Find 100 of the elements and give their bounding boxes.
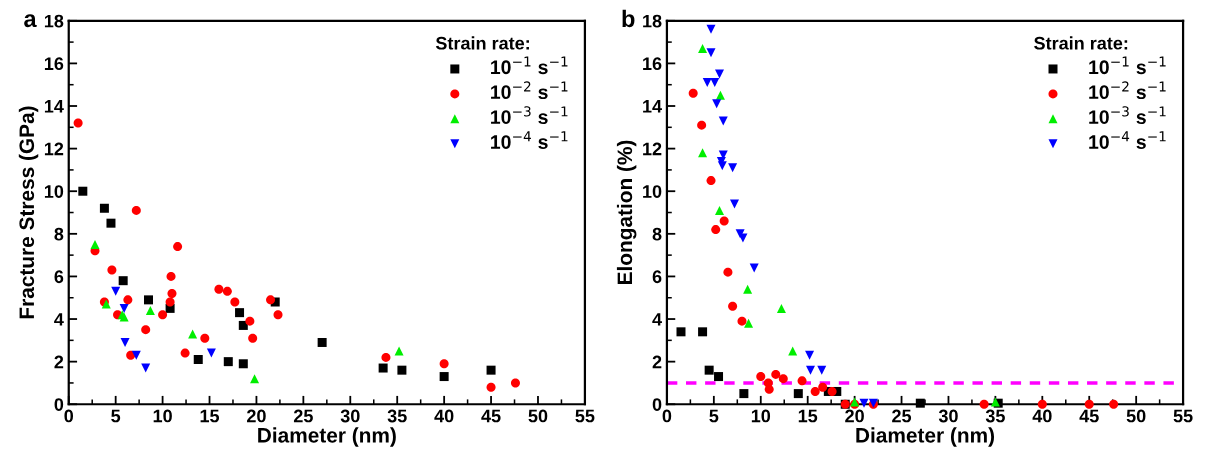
y-tick-label: 10 — [44, 185, 64, 198]
point — [706, 48, 716, 58]
point — [698, 43, 708, 53]
x-tick-label: 10 — [751, 409, 771, 423]
point — [756, 372, 766, 382]
point — [723, 267, 733, 277]
legend-label: 10$^{−2}$ s$^{−1}$ — [1089, 81, 1166, 100]
point — [764, 384, 774, 394]
point — [111, 286, 121, 296]
x-tick-label: 5 — [709, 409, 719, 423]
x-tick-label: 50 — [528, 409, 548, 423]
point — [717, 161, 727, 171]
legend-label: 10$^{−4}$ s$^{−1}$ — [491, 131, 568, 149]
x-tick-label: 10 — [153, 409, 172, 423]
point — [704, 365, 714, 375]
point — [397, 365, 407, 375]
point — [706, 24, 716, 34]
point — [1037, 399, 1047, 409]
y-tick-label: 4 — [652, 313, 662, 326]
point — [702, 78, 712, 88]
chart-title: a — [24, 14, 37, 28]
point — [510, 378, 520, 388]
point — [827, 386, 837, 396]
y-tick-label: 10 — [643, 185, 662, 198]
point — [165, 297, 175, 307]
legend-title: Strain rate: — [1034, 36, 1128, 50]
point — [743, 284, 753, 294]
point — [810, 386, 820, 396]
x-tick-label: 25 — [293, 409, 313, 423]
point — [78, 186, 88, 196]
point — [714, 372, 724, 382]
point — [141, 325, 151, 335]
point — [979, 399, 989, 409]
x-axis-title: Diameter (nm) — [856, 427, 995, 447]
point — [173, 242, 183, 252]
point — [193, 355, 203, 365]
y-tick-label: 18 — [44, 14, 64, 28]
x-tick-label: 45 — [481, 409, 501, 423]
legend-label: 10$^{−4}$ s$^{−1}$ — [1089, 131, 1166, 149]
chart-title: b — [622, 9, 635, 28]
x-tick-label: 45 — [1079, 409, 1099, 423]
x-tick-label: 40 — [434, 409, 454, 423]
point — [273, 310, 283, 320]
point — [806, 365, 816, 375]
y-tick-label: 2 — [54, 355, 64, 369]
legend-label: 10$^{−1}$ s$^{−1}$ — [491, 56, 568, 75]
x-tick-label: 30 — [938, 409, 958, 423]
point — [714, 205, 724, 215]
point — [166, 271, 176, 281]
point — [1109, 399, 1119, 409]
x-tick-label: 0 — [662, 409, 672, 423]
point — [739, 389, 749, 399]
y-axis-title: Fracture Stress (GPa) — [18, 106, 39, 319]
point — [200, 333, 210, 343]
point — [805, 350, 815, 360]
point — [90, 239, 100, 249]
point — [706, 176, 716, 186]
y-tick-label: 14 — [643, 100, 662, 113]
point — [106, 218, 116, 228]
point — [793, 389, 803, 399]
y-tick-label: 0 — [652, 398, 662, 411]
x-axis-title: Diameter (nm) — [258, 427, 396, 447]
point — [776, 303, 786, 313]
y-tick-label: 8 — [54, 227, 64, 241]
y-tick-label: 14 — [44, 100, 64, 113]
y-tick-label: 2 — [652, 355, 662, 369]
point — [729, 199, 739, 209]
x-tick-label: 0 — [64, 409, 74, 423]
y-tick-label: 0 — [54, 398, 64, 411]
point — [718, 116, 728, 126]
point — [778, 374, 788, 384]
point — [167, 288, 177, 298]
point — [719, 216, 729, 226]
point — [915, 398, 925, 408]
point — [222, 286, 232, 296]
point — [235, 308, 245, 318]
x-tick-label: 40 — [1032, 409, 1052, 423]
point — [120, 337, 130, 347]
point — [317, 337, 327, 347]
x-tick-label: 30 — [340, 409, 360, 423]
y-tick-label: 16 — [44, 57, 64, 71]
point — [158, 310, 168, 320]
point — [223, 357, 233, 367]
point — [145, 306, 155, 316]
legend-title: Strain rate: — [435, 36, 529, 50]
point — [119, 303, 129, 313]
point — [245, 316, 255, 326]
x-tick-label: 15 — [798, 409, 818, 423]
x-tick-label: 55 — [1173, 409, 1193, 423]
y-axis-title: Elongation (%) — [616, 140, 637, 285]
y-tick-label: 6 — [652, 270, 662, 284]
point — [238, 359, 248, 369]
point — [688, 88, 698, 98]
point — [749, 263, 759, 273]
legend-label: 10$^{−3}$ s$^{−1}$ — [491, 106, 568, 124]
x-tick-label: 15 — [200, 409, 220, 423]
x-tick-label: 20 — [247, 409, 266, 423]
point — [797, 376, 807, 386]
point — [744, 318, 754, 328]
point — [712, 99, 722, 109]
